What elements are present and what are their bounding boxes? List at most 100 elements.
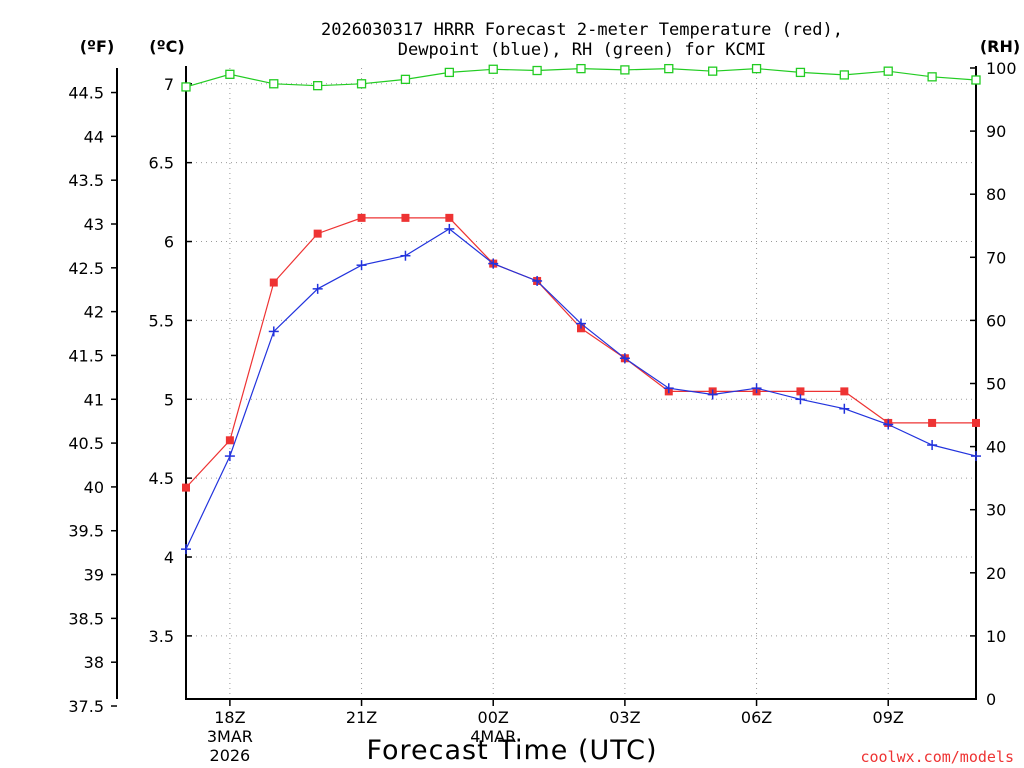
temperature-point — [840, 387, 849, 396]
rh-tick-label: 80 — [986, 185, 1006, 204]
dewpoint-point — [488, 258, 499, 269]
rh-point — [708, 66, 718, 76]
rh-point — [313, 81, 323, 91]
dewpoint-point — [268, 326, 279, 337]
fahrenheit-tick-label: 43.5 — [68, 171, 104, 190]
fahrenheit-tick-label: 44.5 — [68, 84, 104, 103]
rh-tick-label: 10 — [986, 627, 1006, 646]
fahrenheit-tick-label: 44 — [84, 127, 104, 146]
fahrenheit-unit-label: (ºF) — [80, 37, 115, 56]
dewpoint-point — [839, 403, 850, 414]
credit-text: coolwx.com/models — [860, 748, 1014, 766]
rh-tick-label: 90 — [986, 122, 1006, 141]
rh-tick-label: 60 — [986, 311, 1006, 330]
dewpoint-point — [400, 250, 411, 261]
rh-point — [225, 69, 235, 79]
dewpoint-point — [576, 318, 586, 329]
rh-point — [883, 66, 893, 76]
dewpoint-point — [663, 383, 674, 394]
x-tick-sublabel: 4MAR — [470, 727, 516, 746]
temperature-point — [269, 278, 278, 287]
rh-unit-label: (RH) — [980, 37, 1020, 56]
fahrenheit-tick-label: 40.5 — [68, 434, 104, 453]
temperature-point — [445, 213, 454, 222]
dewpoint-point — [619, 353, 630, 364]
rh-point — [620, 65, 630, 75]
dewpoint-point — [707, 389, 718, 400]
fahrenheit-tick-label: 39.5 — [68, 522, 104, 541]
fahrenheit-tick-label: 41 — [84, 390, 104, 409]
rh-tick-label: 100 — [986, 59, 1017, 78]
celsius-tick-label: 4.5 — [149, 469, 174, 488]
celsius-tick-label: 4 — [164, 548, 174, 567]
x-tick-label: 00Z — [478, 708, 509, 727]
rh-point — [576, 63, 586, 74]
rh-point — [795, 67, 806, 78]
chart-title-line2: Dewpoint (blue), RH (green) for KCMI — [398, 40, 766, 60]
dewpoint-point — [312, 283, 323, 294]
fahrenheit-tick-label: 38 — [84, 653, 104, 672]
x-tick-sublabel: 2026 — [210, 746, 251, 765]
rh-tick-label: 20 — [986, 564, 1006, 583]
fahrenheit-tick-label: 39 — [84, 566, 104, 585]
temperature-point — [401, 213, 410, 222]
temperature-point — [313, 229, 322, 238]
x-tick-sublabel: 3MAR — [207, 727, 253, 746]
rh-tick-label: 40 — [986, 438, 1006, 457]
rh-point — [532, 65, 542, 76]
rh-point — [927, 72, 937, 82]
rh-point — [751, 63, 762, 74]
x-tick-label: 06Z — [741, 708, 772, 727]
dewpoint-point — [356, 260, 367, 271]
dewpoint-point — [181, 544, 191, 555]
celsius-tick-label: 5.5 — [149, 311, 174, 330]
dewpoint-point — [795, 394, 806, 405]
rh-point — [356, 79, 367, 89]
fahrenheit-tick-label: 42.5 — [68, 259, 104, 278]
celsius-tick-label: 7 — [164, 75, 174, 94]
temperature-point — [225, 436, 234, 445]
x-axis-title: Forecast Time (UTC) — [366, 735, 657, 766]
fahrenheit-tick-label: 42 — [84, 303, 104, 322]
rh-point — [444, 67, 454, 78]
temperature-point — [357, 213, 366, 222]
dewpoint-line — [185, 228, 977, 550]
x-tick-label: 21Z — [346, 708, 377, 727]
dewpoint-point — [224, 451, 235, 462]
temperature-point — [972, 418, 980, 427]
fahrenheit-tick-label: 37.5 — [68, 697, 104, 716]
fahrenheit-tick-label: 40 — [84, 478, 104, 497]
dewpoint-point — [883, 419, 894, 430]
dewpoint-point — [444, 223, 455, 234]
x-tick-label: 18Z — [214, 708, 245, 727]
chart-title-line1: 2026030317 HRRR Forecast 2-meter Tempera… — [321, 20, 843, 40]
x-tick-label: 03Z — [609, 708, 640, 727]
celsius-tick-label: 3.5 — [149, 627, 174, 646]
rh-point — [971, 75, 981, 85]
rh-tick-label: 0 — [986, 690, 996, 709]
fahrenheit-tick-label: 43 — [84, 215, 104, 234]
celsius-unit-label: (ºC) — [149, 37, 184, 56]
celsius-tick-label: 5 — [164, 390, 174, 409]
rh-point — [488, 64, 498, 74]
rh-point — [181, 82, 191, 92]
data-series — [181, 63, 981, 555]
rh-tick-label: 70 — [986, 248, 1006, 267]
temperature-line — [185, 217, 976, 489]
rh-point — [269, 79, 279, 89]
celsius-tick-label: 6.5 — [149, 154, 174, 173]
fahrenheit-tick-label: 41.5 — [68, 346, 104, 365]
temperature-point — [182, 483, 190, 492]
rh-tick-label: 50 — [986, 375, 1006, 394]
gridlines — [186, 68, 976, 699]
rh-point — [400, 74, 411, 85]
temperature-point — [796, 387, 805, 396]
celsius-tick-label: 6 — [164, 233, 174, 252]
dewpoint-point — [927, 440, 938, 451]
rh-point — [839, 70, 849, 80]
rh-tick-label: 30 — [986, 501, 1006, 520]
x-tick-label: 09Z — [873, 708, 904, 727]
temperature-point — [928, 418, 937, 427]
